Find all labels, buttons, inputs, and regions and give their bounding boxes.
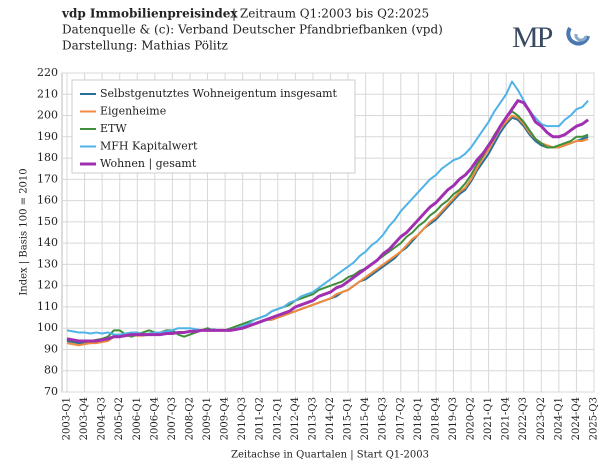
x-tick-label: 2020-Q2 [466, 397, 477, 440]
legend-label: Selbstgenutztes Wohneigentum insgesamt [100, 87, 338, 100]
y-tick-label: 90 [44, 342, 58, 355]
x-tick-label: 2021-Q1 [483, 397, 494, 440]
x-axis-label: Zeitachse in Quartalen | Start Q1-2003 [231, 450, 429, 461]
x-tick-label: 2012-Q1 [272, 397, 283, 440]
x-tick-label: 2003-Q4 [79, 397, 90, 440]
y-tick-label: 120 [37, 279, 58, 292]
logo-icon [566, 26, 590, 46]
x-tick-label: 2024-Q4 [571, 397, 582, 440]
x-tick-label: 2017-Q2 [395, 397, 406, 440]
series-line [66, 80, 589, 336]
x-tick-label: 2023-Q2 [536, 397, 547, 440]
y-tick-label: 220 [37, 66, 58, 79]
legend-box [71, 79, 356, 174]
y-tick-label: 110 [37, 300, 58, 313]
chart-title-suffix: | Zeitraum Q1:2003 bis Q2:2025 [232, 7, 429, 21]
y-tick-label: 70 [44, 385, 58, 398]
logo: MP [512, 21, 553, 54]
chart-subtitle: Darstellung: Mathias Pölitz [62, 39, 228, 53]
chart-title: vdp Immobilienpreisindex [61, 7, 238, 21]
legend-label: Eigenheime [100, 105, 166, 118]
legend-label: Wohnen | gesamt [100, 157, 197, 171]
y-tick-label: 130 [37, 257, 58, 270]
y-tick-label: 200 [37, 109, 58, 122]
x-tick-label: 2015-Q1 [343, 397, 354, 440]
x-tick-label: 2010-Q3 [237, 397, 248, 440]
x-tick-label: 2009-Q1 [202, 397, 213, 440]
y-tick-label: 160 [37, 194, 58, 207]
x-tick-label: 2004-Q3 [97, 397, 108, 440]
x-tick-label: 2018-Q1 [413, 397, 424, 440]
x-tick-label: 2024-Q1 [553, 397, 564, 440]
x-tick-label: 2006-Q1 [132, 397, 143, 440]
x-tick-label: 2021-Q4 [501, 397, 512, 440]
legend-label: MFH Kapitalwert [100, 140, 198, 153]
y-tick-label: 180 [37, 151, 58, 164]
series-line [66, 99, 590, 343]
y-tick-label: 150 [37, 215, 58, 228]
y-tick-label: 190 [37, 130, 58, 143]
y-tick-label: 140 [37, 236, 58, 249]
chart-subtitle: Datenquelle & (c): Verband Deutscher Pfa… [62, 23, 443, 37]
x-tick-label: 2025-Q3 [589, 397, 600, 440]
y-tick-label: 170 [37, 172, 58, 185]
x-tick-label: 2009-Q4 [220, 397, 231, 440]
x-tick-label: 2012-Q4 [290, 397, 301, 440]
x-tick-label: 2022-Q3 [518, 397, 529, 440]
y-tick-label: 210 [37, 87, 58, 100]
x-tick-label: 2018-Q4 [430, 397, 441, 440]
x-tick-label: 2006-Q4 [149, 397, 160, 440]
y-tick-label: 100 [37, 321, 58, 334]
y-axis-label: Index | Basis 100 = 2010 [19, 168, 30, 295]
x-tick-label: 2007-Q3 [167, 397, 178, 440]
y-tick-label: 80 [44, 364, 58, 377]
x-tick-label: 2016-Q3 [378, 397, 389, 440]
x-tick-label: 2013-Q3 [307, 397, 318, 440]
x-tick-label: 2015-Q4 [360, 397, 371, 440]
x-tick-label: 2019-Q3 [448, 397, 459, 440]
x-tick-label: 2008-Q2 [184, 397, 195, 440]
x-tick-label: 2011-Q2 [255, 397, 266, 440]
x-tick-label: 2005-Q2 [114, 397, 125, 440]
x-tick-label: 2003-Q1 [62, 397, 73, 440]
legend: Selbstgenutztes Wohneigentum insgesamt Ei… [71, 79, 356, 174]
legend-label: ETW [100, 122, 127, 135]
x-tick-label: 2014-Q2 [325, 397, 336, 440]
